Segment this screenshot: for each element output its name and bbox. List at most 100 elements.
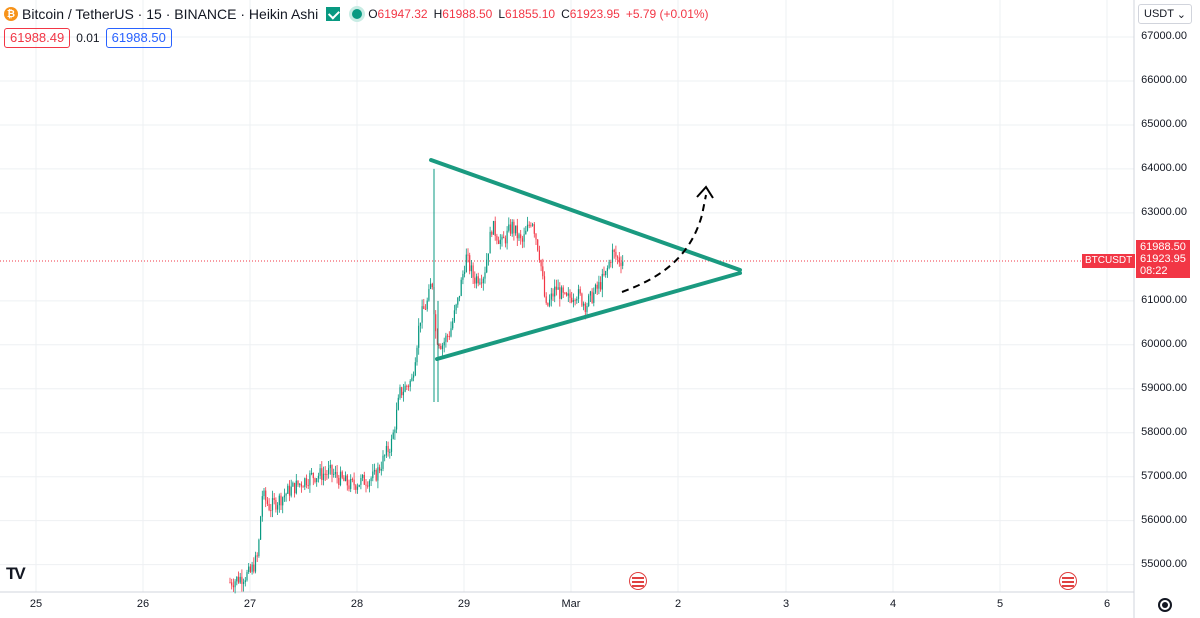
candle-body: [261, 496, 263, 517]
candle-body: [385, 446, 387, 456]
candle-body: [530, 225, 532, 227]
candle-body: [387, 446, 389, 453]
candle-body: [396, 409, 398, 430]
candle-body: [256, 555, 258, 557]
candle-body: [562, 287, 564, 293]
candle-body: [469, 255, 471, 272]
candle-body: [520, 234, 522, 239]
candle-body: [448, 336, 450, 338]
candle-body: [231, 582, 233, 586]
candle-body: [380, 468, 382, 471]
candle-body: [596, 284, 598, 289]
candle-body: [253, 564, 255, 572]
candle-body: [447, 335, 449, 337]
candle-body: [540, 260, 542, 267]
candle-body: [547, 302, 549, 306]
time-axis-label: 4: [889, 598, 897, 610]
low-value: 61855.10: [505, 7, 556, 21]
candle-body: [554, 286, 556, 297]
candle-body: [246, 572, 248, 581]
ohlc-values: O 61947.32 H 61988.50 L 61855.10 C 61923.95 …: [368, 7, 708, 21]
candle-body: [346, 475, 348, 486]
candle-body: [435, 314, 437, 332]
us-flag-icon[interactable]: [629, 572, 647, 590]
time-axis-label: 27: [243, 598, 257, 610]
candle-body: [572, 299, 574, 303]
candle-body: [273, 498, 275, 500]
candle-body: [537, 239, 539, 251]
time-axis-label: 2: [674, 598, 682, 610]
candle-body: [331, 464, 333, 475]
candle-body: [474, 277, 476, 284]
candle-body: [300, 483, 302, 487]
candle-body: [528, 224, 530, 226]
price-axis-label: 59000.00: [1141, 381, 1187, 394]
time-axis-label: 25: [29, 598, 43, 610]
candle-body: [455, 304, 457, 311]
candle-body: [564, 292, 566, 294]
symbol-title[interactable]: Bitcoin / TetherUS · 15 · BINANCE · Heik…: [22, 6, 319, 22]
candle-body: [419, 322, 421, 326]
us-flag-icon[interactable]: [1059, 572, 1077, 590]
candle-body: [237, 576, 240, 583]
sell-button[interactable]: 61988.49: [4, 28, 71, 48]
price-axis-label: 63000.00: [1141, 205, 1187, 218]
candle-body: [581, 293, 583, 306]
candle-body: [239, 576, 241, 583]
candle-body: [543, 276, 546, 297]
candle-body: [368, 481, 370, 487]
candle-body: [484, 272, 486, 279]
candle-body: [343, 477, 345, 482]
candle-body: [302, 486, 304, 488]
candle-body: [441, 345, 444, 349]
candle-body: [499, 239, 501, 244]
candle-body: [494, 221, 496, 236]
price-axis-label: 64000.00: [1141, 161, 1187, 174]
candle-body: [424, 308, 427, 310]
candle-body: [438, 344, 440, 347]
candle-body: [606, 268, 608, 272]
candle-body: [244, 580, 246, 583]
candle-body: [550, 293, 552, 300]
candle-body: [426, 300, 428, 310]
candle-body: [601, 273, 603, 290]
time-axis-label: 3: [782, 598, 790, 610]
candle-body: [491, 231, 493, 235]
candle-body: [533, 224, 535, 234]
price-axis-label: 60000.00: [1141, 337, 1187, 350]
candle-body: [311, 473, 313, 475]
currency-select[interactable]: USDT ⌄: [1138, 4, 1192, 24]
candle-body: [265, 490, 267, 501]
high-value: 61988.50: [442, 7, 493, 21]
checkmark-icon[interactable]: [326, 7, 341, 21]
low-label: L: [498, 7, 506, 21]
candle-body: [297, 480, 299, 485]
market-status-icon[interactable]: [352, 9, 363, 19]
candle-body: [440, 346, 442, 349]
candle-body: [610, 262, 612, 264]
candle-body: [314, 478, 316, 483]
candle-body: [406, 385, 408, 387]
candle-body: [345, 475, 347, 482]
triangle-lower-line: [435, 271, 742, 361]
candle-body: [622, 261, 624, 266]
candle-body: [277, 505, 279, 510]
candle-body: [248, 566, 250, 573]
candle-body: [299, 483, 301, 485]
symbol-legend: ₿ Bitcoin / TetherUS · 15 · BINANCE · He…: [4, 4, 709, 24]
price-axis-label: 66000.00: [1141, 73, 1187, 86]
buy-button[interactable]: 61988.50: [105, 28, 172, 48]
candle-body: [319, 468, 321, 476]
candle-body: [467, 254, 469, 256]
bitcoin-icon: ₿: [4, 7, 18, 21]
candle-body: [431, 283, 433, 288]
candle-body: [401, 387, 403, 396]
candle-body: [560, 287, 563, 299]
candle-body: [477, 276, 479, 284]
candle-body: [333, 473, 335, 475]
gear-icon[interactable]: [1158, 598, 1172, 612]
tradingview-logo[interactable]: TV: [6, 564, 26, 583]
price-tag-last: 61923.95: [1140, 253, 1186, 265]
candle-body: [583, 303, 585, 306]
